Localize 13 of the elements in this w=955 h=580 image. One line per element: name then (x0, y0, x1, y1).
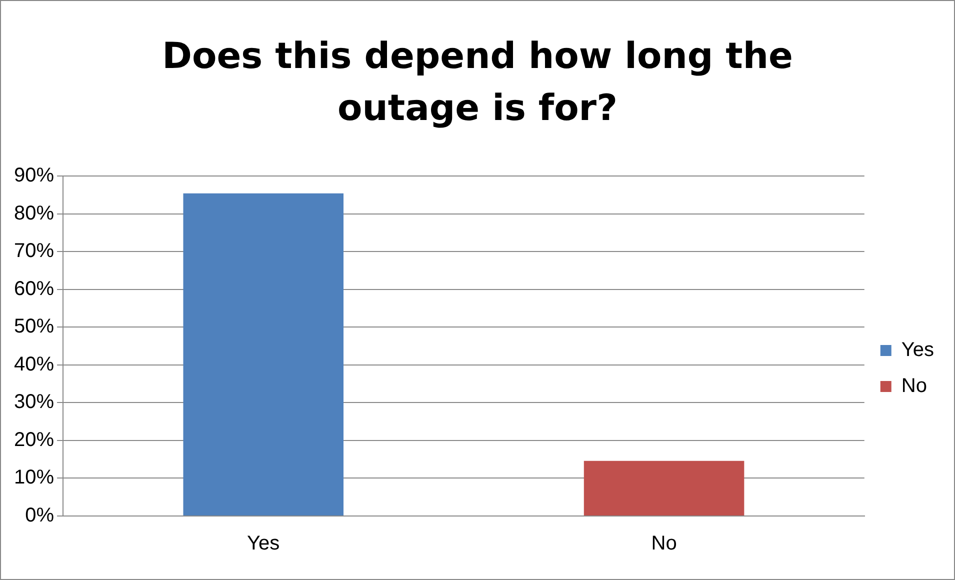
y-tick-label: 10% (14, 466, 54, 489)
y-tick-label: 0% (25, 504, 54, 527)
legend-label: Yes (901, 339, 934, 362)
y-tick-label: 30% (14, 391, 54, 414)
y-tick-label: 70% (14, 240, 54, 262)
y-tick-label: 50% (14, 316, 54, 338)
y-tick-label: 60% (14, 278, 54, 300)
y-tick-label: 40% (14, 353, 54, 376)
chart-title: Does this depend how long the outage is for? (161, 35, 794, 131)
y-tick-label: 20% (14, 428, 54, 451)
y-tick-label: 80% (14, 202, 54, 224)
legend-label: No (901, 375, 927, 398)
y-tick-label: 90% (14, 164, 54, 187)
